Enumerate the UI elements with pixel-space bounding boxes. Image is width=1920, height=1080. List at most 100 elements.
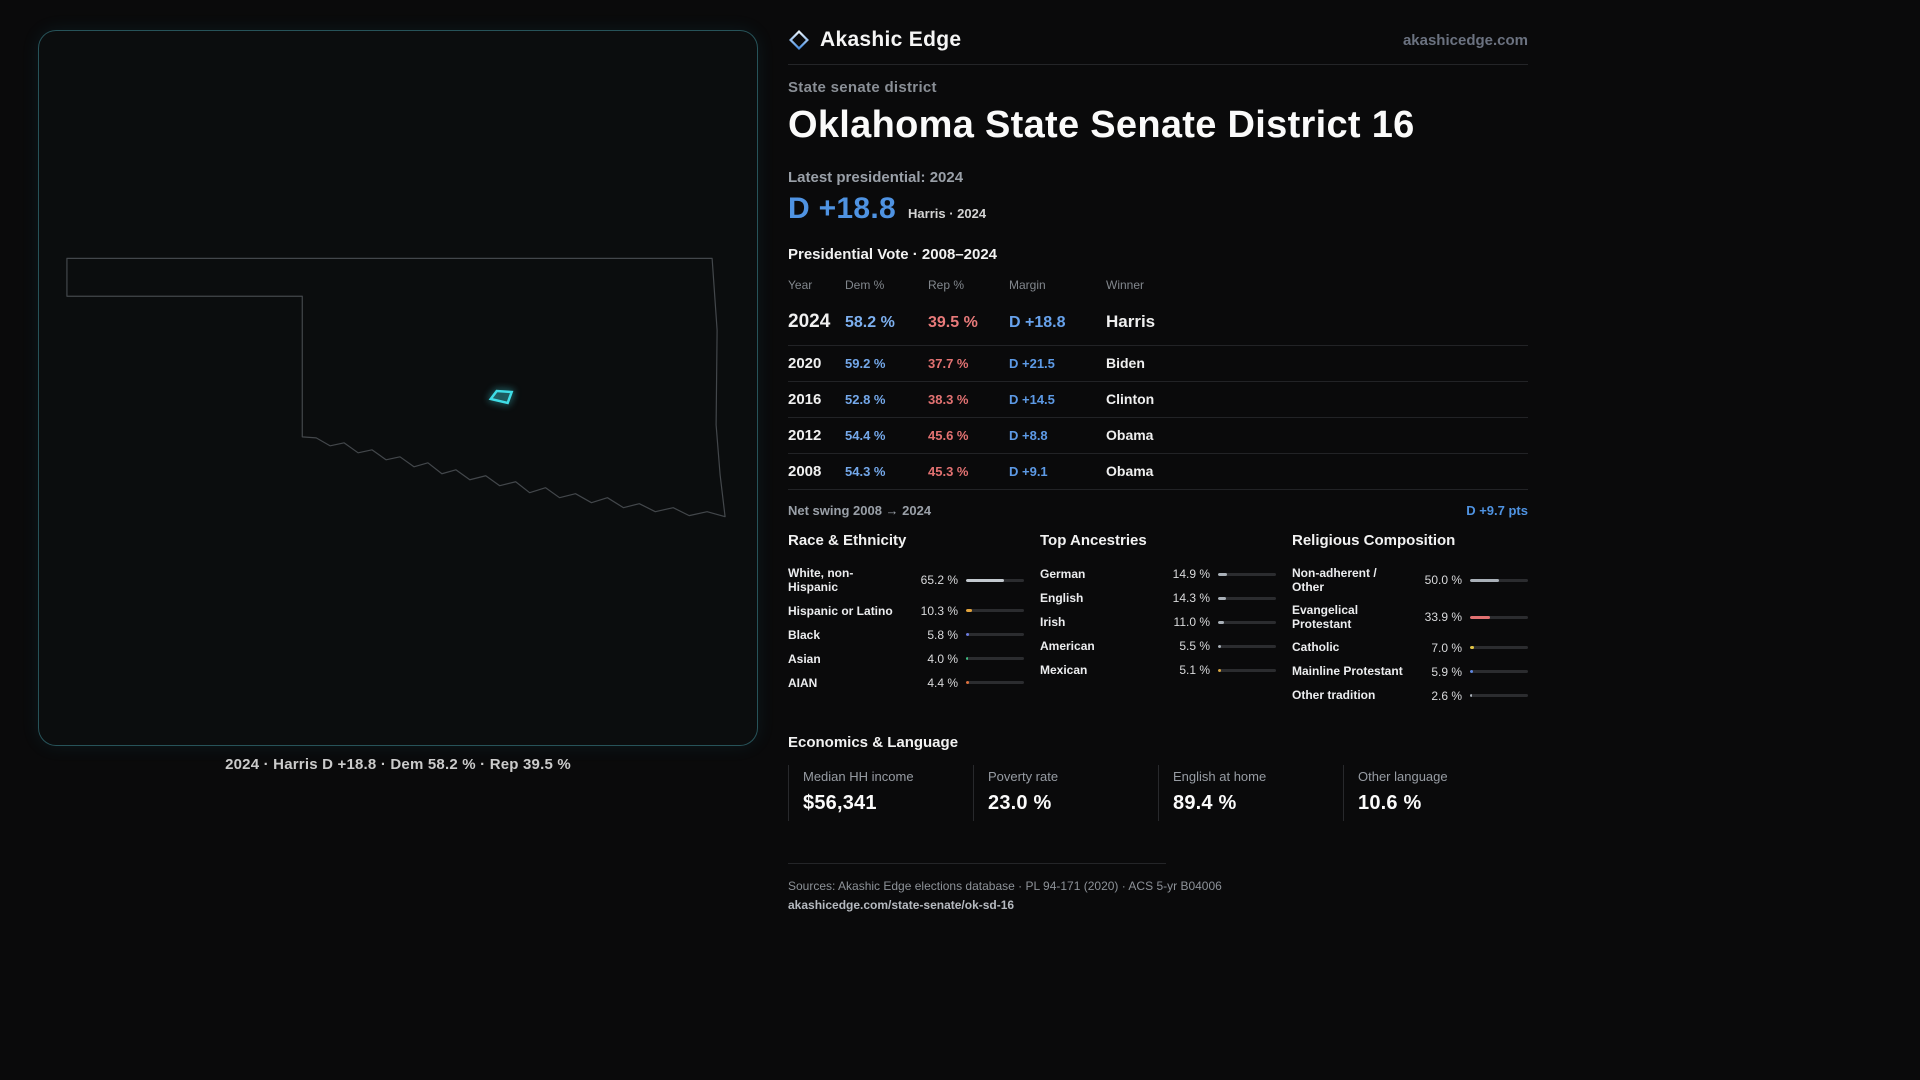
site-domain-link[interactable]: akashicedge.com bbox=[1402, 31, 1528, 49]
oklahoma-map bbox=[66, 257, 726, 518]
demo-value: 4.4 % bbox=[927, 675, 958, 690]
demo-value: 5.5 % bbox=[1179, 639, 1210, 653]
demo-value: 4.0 % bbox=[927, 651, 958, 666]
cell-rep: 45.6 % bbox=[928, 428, 969, 443]
economics-title: Economics & Language bbox=[788, 733, 959, 751]
demo-value: 65.2 % bbox=[920, 573, 958, 588]
cell-dem: 58.2 % bbox=[845, 314, 895, 331]
col-header-winner: Winner bbox=[1106, 278, 1145, 292]
demo-label: Catholic bbox=[1292, 640, 1340, 655]
stat-value: 23.0 % bbox=[988, 791, 1052, 814]
demo-row: Hispanic or Latino 10.3 % bbox=[788, 599, 1024, 623]
economics-stats: Median HH income $56,341 Poverty rate 23… bbox=[788, 764, 1528, 821]
cell-winner: Biden bbox=[1106, 355, 1145, 371]
cell-winner: Obama bbox=[1106, 463, 1154, 479]
cell-year: 2024 bbox=[788, 311, 831, 332]
stat-value: $56,341 bbox=[803, 791, 877, 814]
demo-value: 7.0 % bbox=[1431, 640, 1462, 655]
demo-bar-fill bbox=[1218, 572, 1227, 576]
cell-year: 2008 bbox=[788, 463, 822, 480]
demo-bar-fill bbox=[1218, 596, 1227, 600]
demo-bar-fill bbox=[1470, 694, 1472, 698]
table-row: 2020 59.2 % 37.7 % D +21.5 Biden bbox=[788, 346, 1528, 382]
headline-margin-detail: Harris · 2024 bbox=[908, 206, 987, 221]
stat-label: Other language bbox=[1358, 768, 1448, 784]
demo-value: 5.8 % bbox=[927, 627, 958, 642]
col-header-dem: Dem % bbox=[845, 278, 885, 292]
demo-label: American bbox=[1040, 638, 1095, 653]
demo-row: Black 5.8 % bbox=[788, 623, 1024, 647]
demo-row: Catholic 7.0 % bbox=[1292, 636, 1528, 660]
demo-label: Asian bbox=[788, 651, 821, 666]
demo-bar-track bbox=[1470, 670, 1528, 674]
demo-row: Non-adherent / Other 50.0 % bbox=[1292, 562, 1528, 599]
col-header-rep: Rep % bbox=[928, 278, 965, 292]
demo-bar-fill bbox=[1218, 620, 1225, 624]
net-swing-value: D +9.7 pts bbox=[1466, 503, 1528, 518]
map-caption: 2024 · Harris D +18.8 · Dem 58.2 % · Rep… bbox=[225, 756, 571, 773]
demo-bar-track bbox=[966, 681, 1024, 685]
demo-value: 10.3 % bbox=[920, 603, 958, 618]
cell-rep: 38.3 % bbox=[928, 392, 969, 407]
demo-bar-track bbox=[1470, 615, 1528, 619]
demo-label: Mainline Protestant bbox=[1292, 664, 1403, 679]
stat-poverty-rate: Poverty rate 23.0 % bbox=[973, 764, 1158, 821]
stat-median-hh-income: Median HH income $56,341 bbox=[788, 764, 973, 821]
demo-bar-track bbox=[1470, 578, 1528, 582]
demo-bar-track bbox=[1218, 620, 1276, 624]
cell-winner: Obama bbox=[1106, 427, 1154, 443]
demo-label: AIAN bbox=[788, 675, 818, 690]
demo-bar-track bbox=[1470, 694, 1528, 698]
state-outline bbox=[66, 257, 726, 518]
demo-value: 5.1 % bbox=[1179, 663, 1210, 677]
demo-bar-track bbox=[966, 578, 1024, 582]
table-row: 2024 58.2 % 39.5 % D +18.8 Harris bbox=[788, 299, 1528, 346]
cell-dem: 54.3 % bbox=[845, 464, 886, 479]
demo-column-title: Race & Ethnicity bbox=[788, 532, 907, 549]
top-ancestries-column: Top Ancestries German 14.9 % English 14.… bbox=[1040, 532, 1276, 708]
cell-margin: D +14.5 bbox=[1009, 392, 1055, 407]
demo-column-title: Religious Composition bbox=[1292, 532, 1456, 549]
kicker-label: State senate district bbox=[788, 79, 937, 96]
permalink[interactable]: akashicedge.com/state-senate/ok-sd-16 bbox=[788, 897, 1015, 912]
stat-other-language: Other language 10.6 % bbox=[1343, 764, 1528, 821]
demo-bar-fill bbox=[1470, 578, 1499, 582]
demo-bar-track bbox=[1218, 596, 1276, 600]
map-panel bbox=[38, 30, 758, 746]
table-header-row: Year Dem % Rep % Margin Winner bbox=[788, 271, 1528, 299]
demo-label: Black bbox=[788, 627, 821, 642]
demo-bar-fill bbox=[966, 578, 1004, 582]
race-ethnicity-column: Race & Ethnicity White, non-Hispanic 65.… bbox=[788, 532, 1024, 708]
demo-label: Evangelical Protestant bbox=[1292, 602, 1359, 632]
demo-row: Mainline Protestant 5.9 % bbox=[1292, 660, 1528, 684]
cell-rep: 37.7 % bbox=[928, 356, 969, 371]
demo-row: Other tradition 2.6 % bbox=[1292, 684, 1528, 708]
cell-margin: D +8.8 bbox=[1009, 428, 1048, 443]
headline-margin-row: D +18.8 Harris · 2024 bbox=[788, 192, 1528, 226]
district-shape[interactable] bbox=[488, 389, 514, 405]
demo-value: 2.6 % bbox=[1431, 688, 1462, 703]
header-bar: Akashic Edge akashicedge.com bbox=[788, 28, 1528, 52]
demo-row: Mexican 5.1 % bbox=[1040, 658, 1276, 682]
demo-bar-track bbox=[966, 657, 1024, 661]
demo-row: English 14.3 % bbox=[1040, 586, 1276, 610]
demo-value: 50.0 % bbox=[1424, 573, 1462, 588]
sources-text: Sources: Akashic Edge elections database… bbox=[788, 878, 1222, 893]
col-header-margin: Margin bbox=[1009, 278, 1046, 292]
stat-label: Median HH income bbox=[803, 768, 914, 784]
cell-winner: Harris bbox=[1106, 312, 1156, 331]
cell-margin: D +9.1 bbox=[1009, 464, 1048, 479]
cell-margin: D +18.8 bbox=[1009, 314, 1066, 331]
footer-divider bbox=[788, 862, 1166, 864]
cell-year: 2012 bbox=[788, 427, 822, 444]
cell-dem: 52.8 % bbox=[845, 392, 886, 407]
table-row: 2016 52.8 % 38.3 % D +14.5 Clinton bbox=[788, 382, 1528, 418]
cell-margin: D +21.5 bbox=[1009, 356, 1055, 371]
table-row: 2012 54.4 % 45.6 % D +8.8 Obama bbox=[788, 418, 1528, 454]
latest-presidential-label: Latest presidential: 2024 bbox=[788, 169, 964, 186]
demo-bar-fill bbox=[1470, 670, 1474, 674]
demo-bar-track bbox=[1218, 644, 1276, 648]
cell-rep: 45.3 % bbox=[928, 464, 969, 479]
col-header-year: Year bbox=[788, 278, 813, 292]
table-row: 2008 54.3 % 45.3 % D +9.1 Obama bbox=[788, 454, 1528, 490]
